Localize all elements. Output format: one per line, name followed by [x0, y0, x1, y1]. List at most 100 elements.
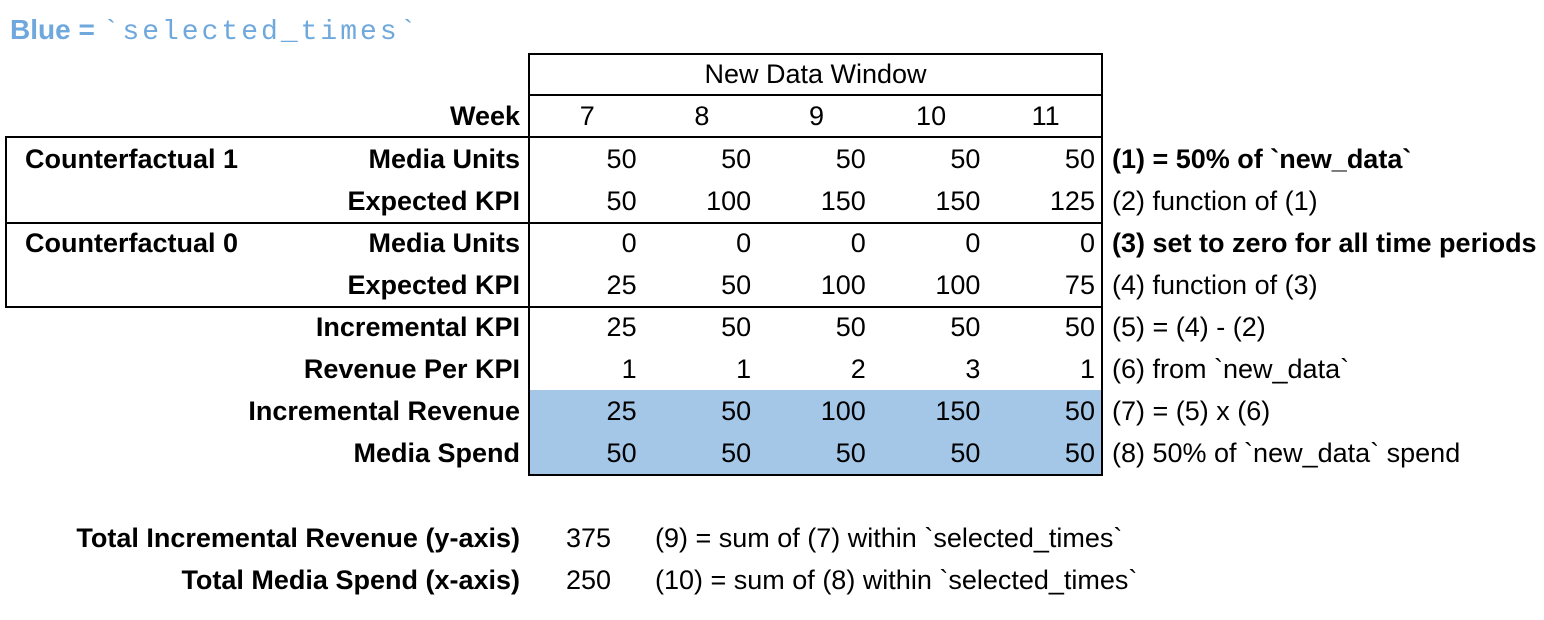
table-row-incremental-revenue: Incremental Revenue 25 50 100 150 50 (7)… — [0, 390, 1544, 432]
cell: 50 — [835, 437, 866, 468]
table-row-revenue-per-kpi: Revenue Per KPI 1 1 2 3 1 (6) from `new_… — [0, 348, 1544, 390]
week-number: 10 — [916, 100, 947, 131]
row-label: Incremental KPI — [315, 311, 520, 342]
row-annotation: (3) set to zero for all time periods — [1112, 227, 1537, 258]
group-label-counterfactual-1: Counterfactual 1 — [25, 143, 239, 174]
cell: 100 — [935, 269, 981, 300]
row-cells: 25 50 50 50 50 — [530, 306, 1103, 348]
cell: 50 — [1064, 437, 1095, 468]
total-label: Total Incremental Revenue (y-axis) — [76, 522, 520, 553]
row-annotation: (8) 50% of `new_data` spend — [1112, 437, 1461, 468]
row-label: Expected KPI — [347, 185, 520, 216]
cell: 150 — [935, 395, 981, 426]
row-cells: 25 50 100 100 75 — [530, 264, 1103, 306]
cell: 50 — [1064, 395, 1095, 426]
cell: 0 — [1079, 227, 1095, 258]
week-number: 9 — [808, 100, 824, 131]
total-label: Total Media Spend (x-axis) — [181, 564, 520, 595]
table-row-media-spend: Media Spend 50 50 50 50 50 (8) 50% of `n… — [0, 432, 1544, 474]
row-cells: 50 50 50 50 50 — [530, 432, 1103, 474]
cell: 25 — [606, 311, 637, 342]
cell: 0 — [621, 227, 637, 258]
header-separator-line — [528, 94, 1103, 96]
row-annotation: (1) = 50% of `new_data` — [1112, 143, 1412, 174]
row-label: Expected KPI — [347, 269, 520, 300]
row-annotation: (2) function of (1) — [1112, 185, 1318, 216]
total-row-media-spend: Total Media Spend (x-axis) 250 (10) = su… — [0, 559, 1544, 601]
week-number: 7 — [579, 100, 595, 131]
cell: 25 — [606, 269, 637, 300]
cell: 50 — [606, 143, 637, 174]
row-label: Incremental Revenue — [248, 395, 520, 426]
table-row-cf1-expected-kpi: Expected KPI 50 100 150 150 125 (2) func… — [0, 180, 1544, 222]
cell: 50 — [721, 311, 752, 342]
cell: 100 — [706, 185, 752, 216]
row-cells: 50 50 50 50 50 — [530, 138, 1103, 180]
cell: 3 — [965, 353, 981, 384]
cell: 50 — [835, 143, 866, 174]
row-cells: 25 50 100 150 50 — [530, 390, 1103, 432]
row-label: Media Units — [368, 143, 520, 174]
cell: 50 — [950, 437, 981, 468]
cell: 0 — [850, 227, 866, 258]
cell: 50 — [950, 311, 981, 342]
cell: 25 — [606, 395, 637, 426]
cell: 50 — [721, 395, 752, 426]
group-label-counterfactual-0: Counterfactual 0 — [25, 227, 239, 258]
cell: 100 — [820, 395, 866, 426]
week-separator-line — [5, 136, 1103, 138]
week-label: Week — [449, 100, 520, 131]
cell: 50 — [606, 437, 637, 468]
cell: 50 — [721, 143, 752, 174]
group-separator-line — [530, 222, 1103, 224]
cell: 150 — [820, 185, 866, 216]
cell: 125 — [1049, 185, 1095, 216]
row-annotation: (5) = (4) - (2) — [1112, 311, 1266, 342]
cell: 50 — [950, 143, 981, 174]
table-row-cf0-media-units: Media Units 0 0 0 0 0 (3) set to zero fo… — [0, 222, 1544, 264]
cell: 0 — [965, 227, 981, 258]
legend-blue-label: Blue = — [10, 14, 103, 45]
row-cells: 0 0 0 0 0 — [530, 222, 1103, 264]
row-cells: 50 100 150 150 125 — [530, 180, 1103, 222]
selected-times-highlight — [530, 390, 1101, 474]
cell: 1 — [1079, 353, 1095, 384]
total-annotation: (9) = sum of (7) within `selected_times` — [655, 522, 1123, 553]
cell: 50 — [1064, 311, 1095, 342]
cell: 150 — [935, 185, 981, 216]
cell: 50 — [721, 437, 752, 468]
legend-code-selected-times: `selected_times` — [102, 17, 420, 48]
week-number: 11 — [1031, 100, 1060, 131]
cell: 1 — [621, 353, 637, 384]
row-annotation: (4) function of (3) — [1112, 269, 1318, 300]
group-separator-line — [530, 306, 1103, 308]
table-row-incremental-kpi: Incremental KPI 25 50 50 50 50 (5) = (4)… — [0, 306, 1544, 348]
cell: 50 — [1064, 143, 1095, 174]
cell: 2 — [850, 353, 866, 384]
week-row: Week 7 8 9 10 11 — [0, 96, 1544, 136]
row-label: Media Spend — [353, 437, 520, 468]
legend: Blue = `selected_times` — [10, 14, 419, 48]
row-label: Revenue Per KPI — [303, 353, 520, 384]
cell: 0 — [736, 227, 752, 258]
total-value: 375 — [566, 522, 612, 553]
row-label: Media Units — [368, 227, 520, 258]
cell: 50 — [606, 185, 637, 216]
total-row-incremental-revenue: Total Incremental Revenue (y-axis) 375 (… — [0, 517, 1544, 559]
total-value: 250 — [566, 564, 612, 595]
cell: 50 — [835, 311, 866, 342]
table-row-cf1-media-units: Media Units 50 50 50 50 50 (1) = 50% of … — [0, 138, 1544, 180]
total-annotation: (10) = sum of (8) within `selected_times… — [655, 564, 1138, 595]
week-numbers: 7 8 9 10 11 — [530, 96, 1103, 136]
cell: 100 — [820, 269, 866, 300]
row-cells: 1 1 2 3 1 — [530, 348, 1103, 390]
new-data-window-header: New Data Window — [704, 59, 927, 89]
cell: 50 — [721, 269, 752, 300]
row-annotation: (6) from `new_data` — [1112, 353, 1350, 384]
cell: 75 — [1064, 269, 1095, 300]
counterfactual-0-box — [5, 222, 530, 308]
cell: 1 — [736, 353, 752, 384]
row-annotation: (7) = (5) x (6) — [1112, 395, 1271, 426]
week-number: 8 — [694, 100, 710, 131]
